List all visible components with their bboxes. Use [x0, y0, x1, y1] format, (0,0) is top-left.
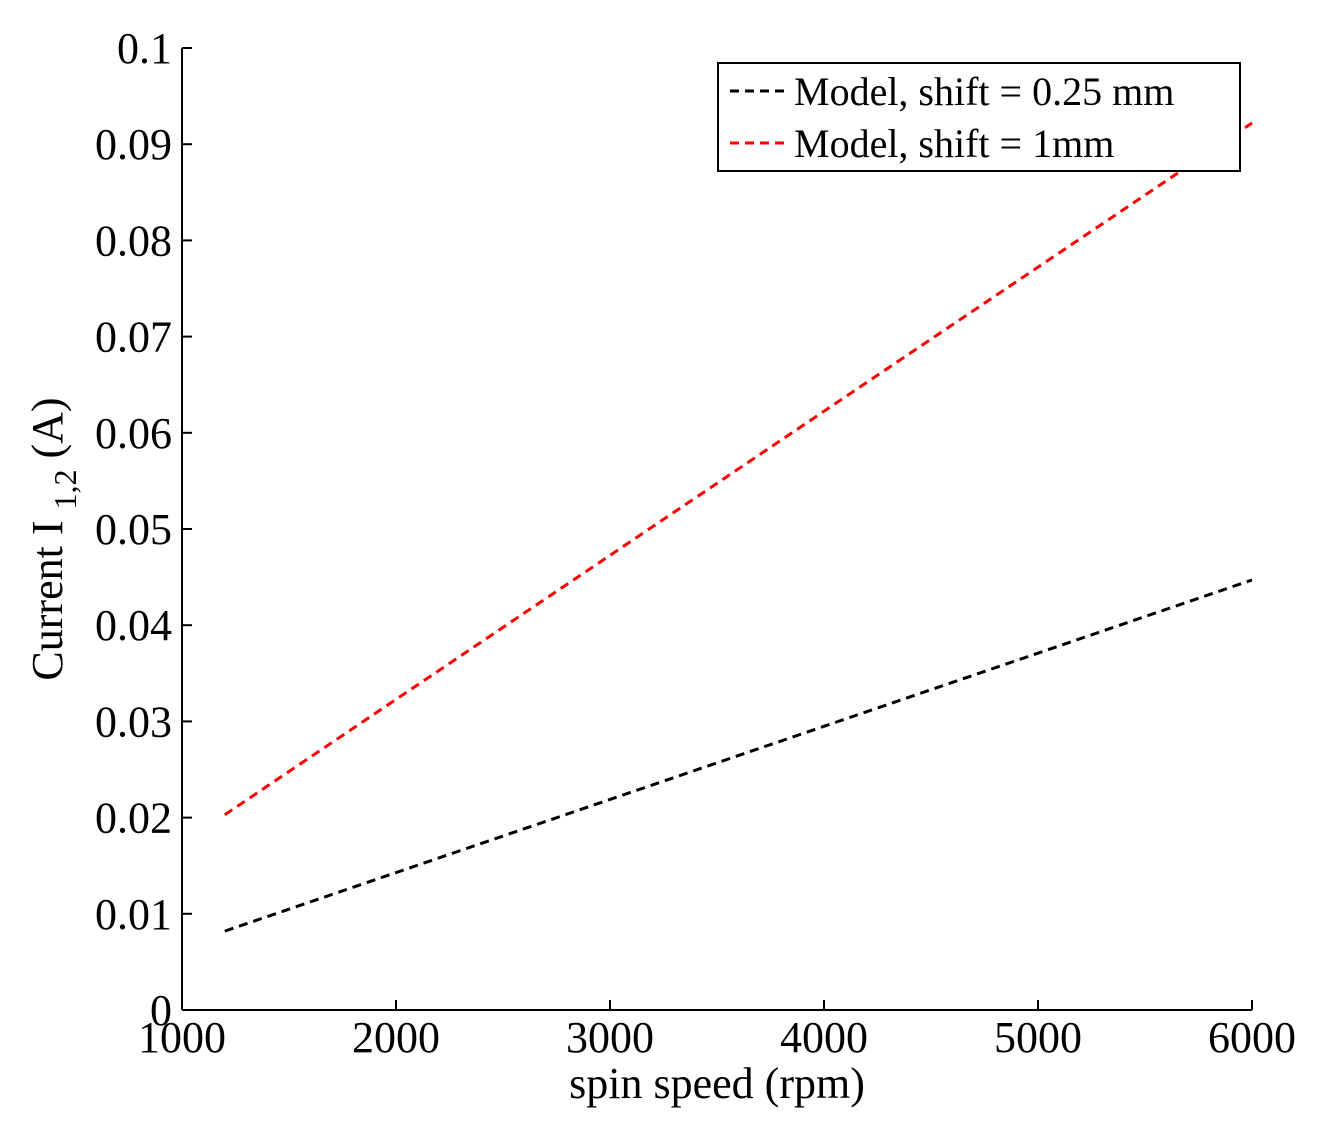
y-tick-label: 0.01 [95, 890, 172, 939]
series-line-2 [223, 121, 1253, 816]
y-axis-title: Current I 1,2 (A) [23, 397, 86, 680]
y-tick-label: 0.07 [95, 313, 172, 362]
legend-label-2: Model, shift = 1mm [794, 121, 1114, 166]
x-tick-label: 4000 [780, 1013, 868, 1062]
legend: Model, shift = 0.25 mm Model, shift = 1mm [717, 62, 1241, 172]
legend-label-1: Model, shift = 0.25 mm [794, 69, 1174, 114]
y-tick-label: 0.05 [95, 505, 172, 554]
x-tick-label: 6000 [1208, 1013, 1296, 1062]
legend-box [717, 62, 1241, 172]
axes: 1000 2000 3000 4000 5000 6000 0 0.01 0.02 0.03 0.0… [95, 24, 1296, 1062]
y-tick-label: 0.06 [95, 409, 172, 458]
series-layer [223, 121, 1253, 933]
y-axis-title-subscript: 1,2 [47, 470, 83, 510]
y-axis-title-suffix: (A) [23, 397, 72, 458]
x-tick-label: 1000 [138, 1013, 226, 1062]
x-tick-label: 2000 [352, 1013, 440, 1062]
x-axis-title: spin speed (rpm) [569, 1059, 865, 1108]
y-axis-title-main: Current I [23, 521, 72, 681]
y-tick-label: 0.04 [95, 601, 172, 650]
x-tick-label: 3000 [566, 1013, 654, 1062]
y-tick-label: 0.02 [95, 794, 172, 843]
x-tick-label: 5000 [994, 1013, 1082, 1062]
y-tick-label: 0.1 [117, 24, 172, 73]
svg-text:Current I 1,2 (A): Current I 1,2 (A) [23, 397, 86, 680]
y-tick-label: 0 [150, 986, 172, 1035]
series-line-1 [224, 578, 1253, 933]
y-tick-label: 0.08 [95, 216, 172, 265]
y-tick-label: 0.03 [95, 697, 172, 746]
y-tick-label: 0.09 [95, 120, 172, 169]
